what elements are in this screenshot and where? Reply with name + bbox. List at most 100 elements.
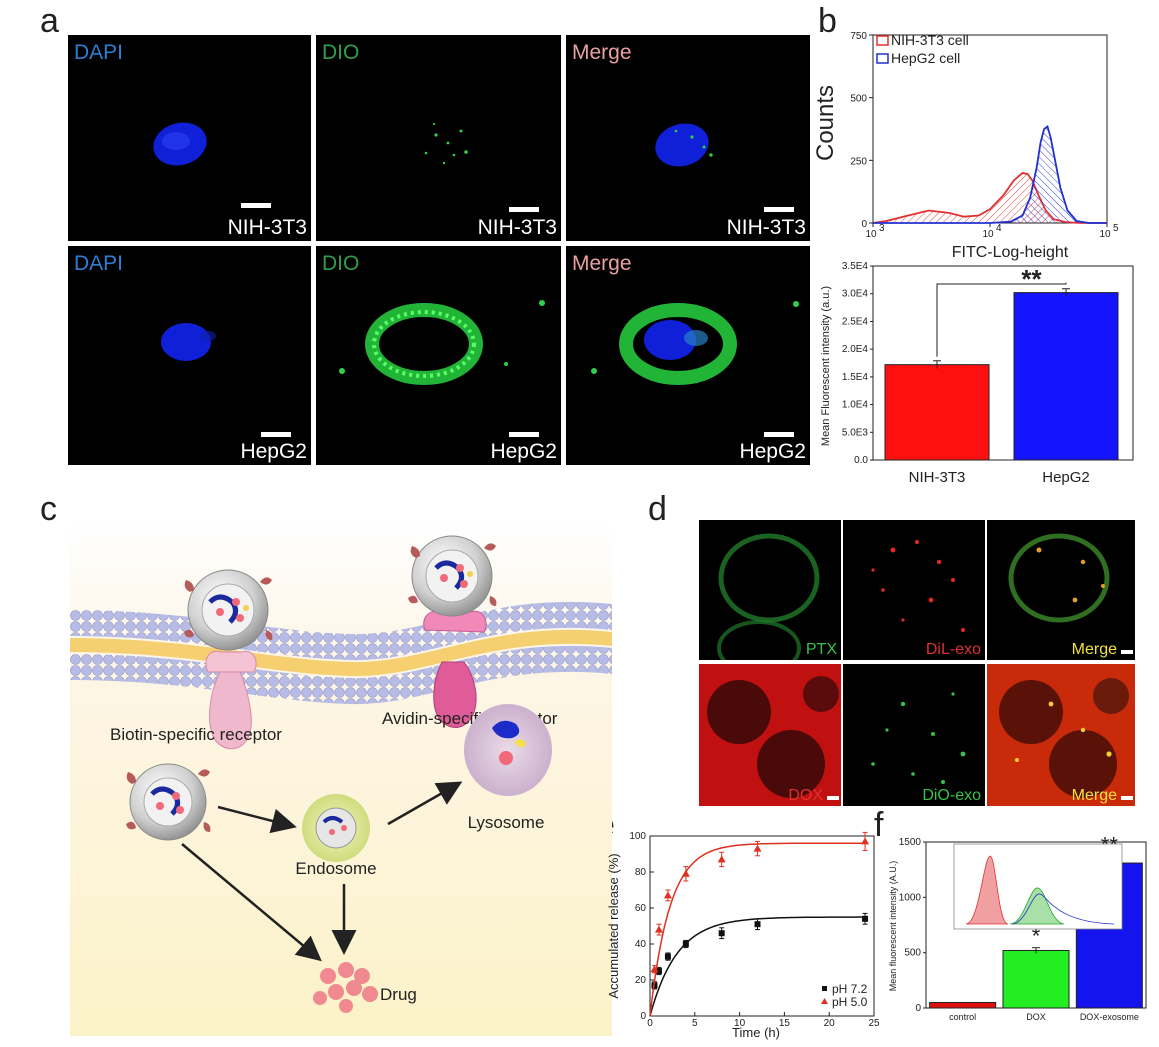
micro-dio-exo: DiO-exo bbox=[843, 664, 985, 806]
micro-dox: DOX bbox=[699, 664, 841, 806]
y-tick-label: 0.0 bbox=[854, 455, 868, 466]
y-tick-label: 0 bbox=[640, 1011, 646, 1022]
y-tick-label: 0 bbox=[861, 219, 867, 230]
x-tick-label: 10 bbox=[865, 229, 877, 240]
panel-letter-d: d bbox=[648, 490, 667, 528]
x-tick-label: 10 bbox=[734, 1018, 746, 1029]
y-tick-label: 3.5E4 bbox=[842, 261, 869, 272]
channel-label-dio: DIO bbox=[322, 41, 360, 64]
panel-letter-b: b bbox=[818, 2, 837, 40]
x-tick-label: NIH-3T3 bbox=[909, 469, 966, 486]
legend-label-hepg2: HepG2 cell bbox=[891, 50, 960, 66]
legend-swatch-hepg2 bbox=[876, 53, 889, 64]
x-tick-label: control bbox=[949, 1012, 976, 1022]
x-tick-label: 20 bbox=[824, 1018, 836, 1029]
scale-bar bbox=[764, 207, 794, 212]
y-tick-label: 2.0E4 bbox=[842, 344, 869, 355]
y-tick-label: 0 bbox=[915, 1003, 921, 1014]
y-axis-label: Mean fluorescent intensity (A.U.) bbox=[888, 861, 898, 992]
data-point bbox=[717, 855, 726, 863]
micro-nih3t3-dio: DIO NIH-3T3 bbox=[316, 35, 561, 241]
y-axis-label: Accumulated release (%) bbox=[606, 853, 621, 998]
legend-label-ph72: pH 7.2 bbox=[832, 982, 868, 996]
cell-label-hepg2: HepG2 bbox=[240, 440, 307, 463]
endosome bbox=[302, 794, 370, 862]
data-point bbox=[861, 837, 870, 845]
data-point bbox=[655, 968, 662, 974]
channel-label-dio: DIO bbox=[322, 252, 360, 275]
plot-frame bbox=[872, 265, 1134, 461]
chart-e-release: 0 20 40 60 80 100 0 5 10 15 20 25 Time (h) Accumula… bbox=[606, 831, 880, 1040]
micro-ptx: PTX bbox=[699, 520, 841, 660]
legend-marker-ph50 bbox=[821, 998, 828, 1004]
y-tick-label: 1.5E4 bbox=[842, 372, 869, 383]
legend-marker-ph72 bbox=[822, 986, 827, 991]
data-point bbox=[753, 844, 762, 852]
channel-label-dil-exo: DiL-exo bbox=[925, 641, 981, 658]
micro-nih3t3-dapi: DAPI NIH-3T3 bbox=[68, 35, 311, 241]
scale-bar bbox=[241, 203, 271, 208]
channel-label-merge: Merge bbox=[1071, 787, 1117, 804]
y-tick-label: 3.0E4 bbox=[842, 289, 869, 300]
significance-label: * bbox=[1032, 924, 1041, 949]
series-fill-1 bbox=[873, 126, 1107, 223]
scale-bar bbox=[764, 432, 794, 437]
exosome-avidin bbox=[408, 535, 497, 617]
legend: pH 7.2 pH 5.0 bbox=[821, 982, 868, 1009]
y-tick-label: 40 bbox=[635, 939, 647, 950]
y-tick-label: 5.0E3 bbox=[842, 427, 869, 438]
drug-molecules bbox=[313, 962, 378, 1013]
channel-label-ptx: PTX bbox=[805, 641, 837, 658]
scale-bar bbox=[261, 432, 291, 437]
x-tick-label: DOX bbox=[1026, 1012, 1046, 1022]
cell-label-hepg2: HepG2 bbox=[490, 440, 557, 463]
micro-merge-1: Merge bbox=[987, 520, 1135, 660]
x-tick-exponent: 4 bbox=[996, 223, 1002, 234]
y-axis-label: Mean Fluorescent intensity (a.u.) bbox=[820, 286, 832, 446]
scale-bar bbox=[827, 796, 839, 800]
y-tick-label: 60 bbox=[635, 903, 647, 914]
legend-label-nih3t3: NIH-3T3 cell bbox=[891, 32, 969, 48]
scale-bar bbox=[509, 432, 539, 437]
y-tick-label: 1500 bbox=[899, 837, 922, 848]
micro-hepg2-merge: Merge HepG2 bbox=[566, 246, 810, 465]
y-axis-label: Counts bbox=[815, 85, 839, 161]
scale-bar bbox=[1121, 796, 1133, 800]
x-tick-label: 25 bbox=[868, 1018, 880, 1029]
bar-0 bbox=[929, 1001, 997, 1009]
micro-dil-exo: DiL-exo bbox=[843, 520, 985, 660]
cell-label-nih3t3: NIH-3T3 bbox=[477, 216, 557, 239]
label-drug: Drug bbox=[380, 985, 417, 1004]
x-tick-label: 5 bbox=[692, 1018, 698, 1029]
channel-label-merge: Merge bbox=[572, 41, 632, 64]
cell-label-nih3t3: NIH-3T3 bbox=[726, 216, 806, 239]
y-tick-label: 1.0E4 bbox=[842, 400, 869, 411]
x-axis-label: Time (h) bbox=[732, 1025, 780, 1040]
significance-label: ** bbox=[1021, 264, 1042, 294]
data-point bbox=[654, 925, 663, 933]
data-point bbox=[862, 915, 869, 922]
data-point bbox=[681, 869, 690, 877]
scale-bar bbox=[509, 207, 539, 212]
lysosome bbox=[464, 704, 552, 796]
data-point bbox=[663, 891, 672, 899]
plot-frame bbox=[649, 835, 875, 1017]
channel-label-dio-exo: DiO-exo bbox=[922, 787, 981, 804]
y-tick-label: 80 bbox=[635, 867, 647, 878]
y-tick-label: 500 bbox=[904, 948, 921, 959]
x-tick-label: 10 bbox=[1099, 229, 1111, 240]
series-line-1 bbox=[873, 125, 1107, 224]
data-point bbox=[718, 930, 725, 937]
channel-label-dox: DOX bbox=[788, 787, 823, 804]
arrow-exosome-to-drug bbox=[181, 843, 322, 962]
bar-1 bbox=[1013, 292, 1119, 461]
micro-hepg2-dapi: DAPI HepG2 bbox=[68, 246, 311, 465]
channel-label-merge: Merge bbox=[572, 252, 632, 275]
label-lysosome: Lysosome bbox=[468, 813, 545, 832]
data-point bbox=[682, 941, 689, 947]
legend-label-ph50: pH 5.0 bbox=[832, 995, 868, 1009]
series-fill-0 bbox=[873, 172, 1107, 223]
chart-b-bar: 0.0 5.0E3 1.0E4 1.5E4 2.0E4 2.5E4 3.0E4 3.5E4 N… bbox=[820, 261, 1134, 486]
x-axis-label: FITC-Log-height bbox=[952, 244, 1069, 261]
